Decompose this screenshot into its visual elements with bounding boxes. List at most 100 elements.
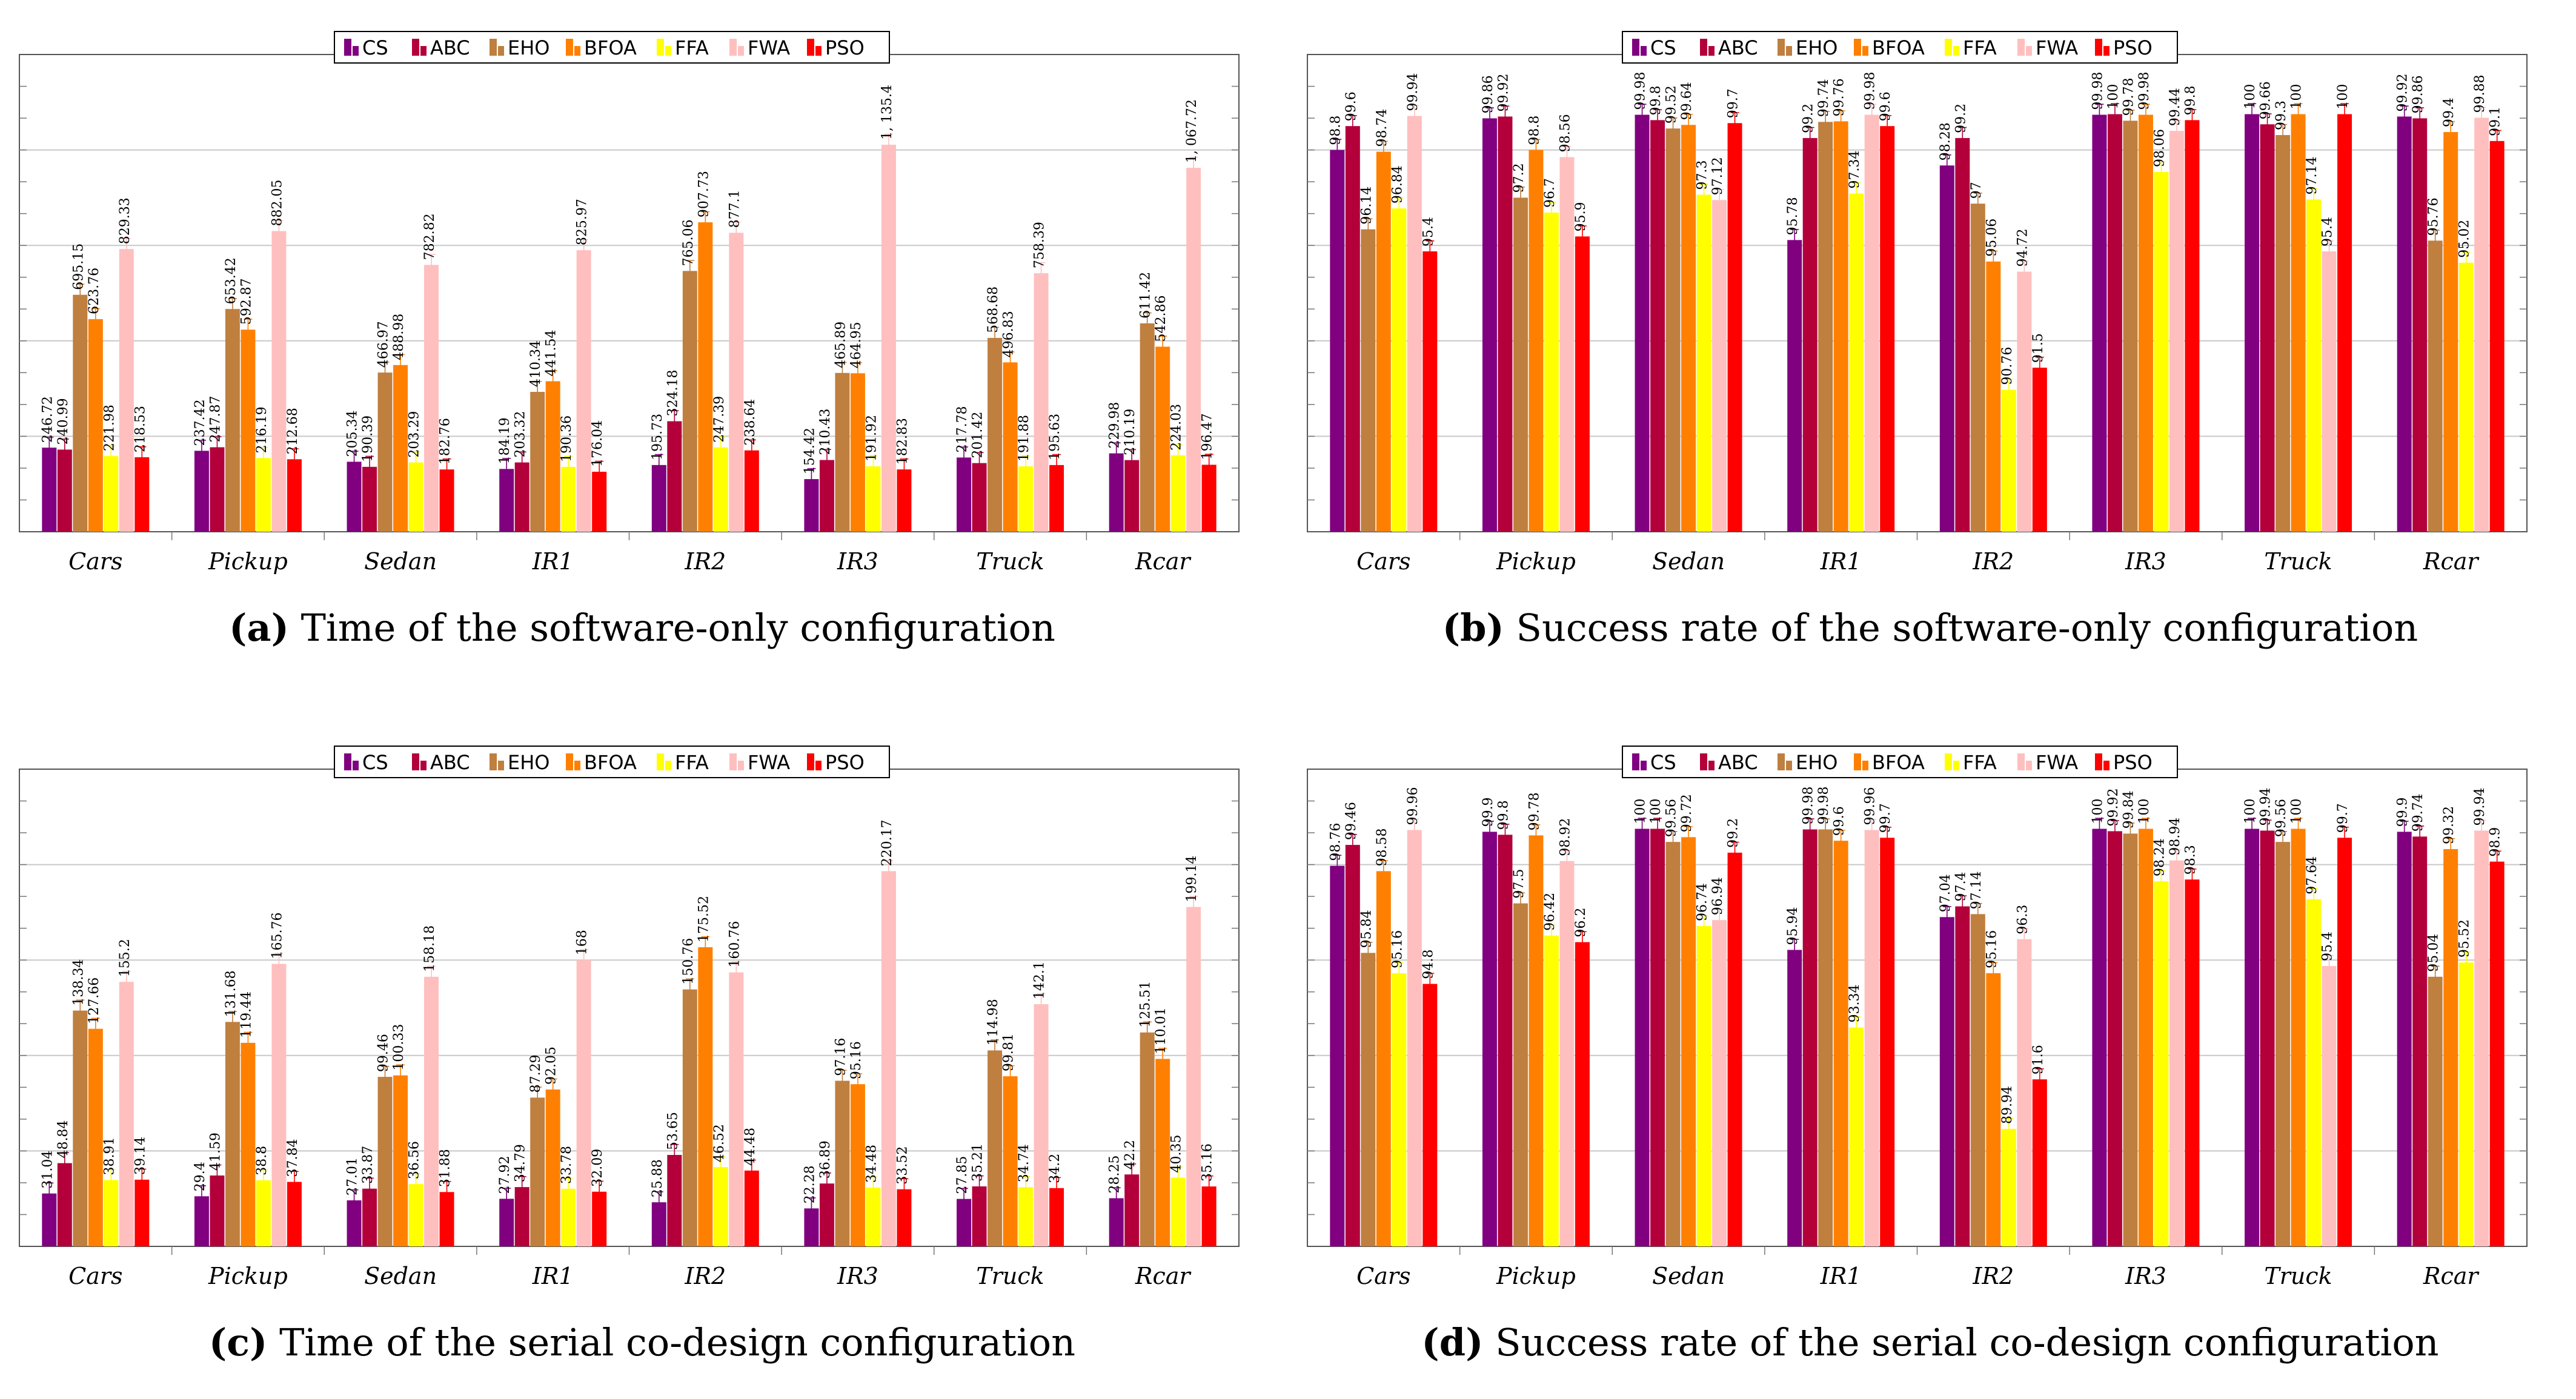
data-label: 95.76 [2426,197,2442,236]
data-label: 217.78 [955,406,970,452]
bar-CS-IR3 [2092,828,2107,1246]
category-label: IR1 [1820,548,1862,575]
legend-swatch-small [2103,761,2110,770]
data-label: 33.78 [559,1146,574,1184]
category-label: Pickup [1496,1263,1576,1289]
legend-label-FFA: FFA [1963,751,1997,774]
bar-EHO-Pickup [225,1022,240,1246]
data-label: 99.52 [1664,85,1679,124]
category-label: Rcar [2423,1263,2480,1289]
bar-FWA-Truck [1034,1004,1049,1246]
data-label: 191.92 [864,415,879,461]
bar-CS-Truck [957,457,972,532]
data-label: 98.76 [1328,823,1343,861]
bar-EHO-IR3 [2123,121,2138,532]
legend-swatch-BFOA [566,753,573,770]
data-label: 324.18 [665,370,680,417]
category-label: IR2 [1972,1263,2014,1289]
legend-box [1622,746,2178,778]
caption-b-letter: (b) [1442,606,1504,650]
category-label: Pickup [1496,548,1576,575]
legend-swatch-small [738,46,744,56]
legend-swatch-CS [344,39,351,56]
data-label: 95.06 [1984,219,1999,257]
bar-ABC-IR1 [1802,829,1817,1246]
data-label: 154.42 [802,428,817,474]
data-label: 99.64 [1679,82,1695,120]
data-label: 99.8 [2183,85,2198,115]
bar-FWA-IR2 [729,233,744,532]
data-label: 229.98 [1107,402,1123,449]
bar-PSO-Sedan [1727,852,1742,1246]
data-label: 29.4 [193,1162,208,1191]
data-label: 99.98 [1863,72,1878,110]
data-label: 99.94 [2259,787,2274,825]
data-label: 27.01 [345,1157,360,1196]
bar-PSO-Rcar [2489,861,2505,1246]
data-label: 160.76 [727,921,742,968]
bar-FFA-IR3 [2154,172,2169,532]
data-label: 568.68 [986,286,1001,333]
data-label: 97.5 [1512,869,1527,899]
data-label: 97.16 [833,1038,848,1076]
bar-BFOA-IR1 [1833,841,1848,1246]
bar-ABC-IR2 [667,1155,682,1246]
data-label: 100.33 [391,1024,407,1071]
data-label: 92.05 [544,1047,559,1085]
category-label: Truck [2264,1263,2332,1289]
category-label: Pickup [208,1263,288,1289]
data-label: 96.84 [1390,165,1405,203]
bar-FWA-IR1 [1864,114,1879,532]
data-label: 877.1 [727,190,742,228]
legend-label-CS: CS [1650,36,1676,59]
data-label: 98.74 [1375,109,1390,147]
bar-CS-Cars [42,448,57,532]
legend-swatch-ABC [1700,39,1707,56]
data-label: 39.14 [133,1137,148,1175]
caption-a-text: Time of the software-only configuration [300,606,1055,650]
data-label: 97 [1969,182,1984,199]
bar-EHO-IR3 [835,1080,850,1246]
legend-label-BFOA: BFOA [584,751,637,774]
bar-FWA-Pickup [1559,157,1575,532]
data-label: 96.14 [1359,187,1374,225]
legend-swatch-FFA [1945,753,1952,770]
data-label: 410.34 [528,340,543,387]
data-label: 99.92 [1496,73,1511,111]
bar-ABC-Truck [972,463,987,532]
bar-PSO-Sedan [1727,123,1742,532]
data-label: 99.2 [1726,818,1741,848]
data-label: 99.86 [2411,75,2426,113]
legend-swatch-FWA [729,753,737,770]
bar-FWA-Pickup [1559,861,1575,1246]
legend-label-EHO: EHO [1796,751,1837,774]
bar-BFOA-IR2 [1986,261,2001,532]
bar-ABC-Rcar [1124,1174,1140,1246]
data-label: 464.95 [849,322,864,368]
data-label: 131.68 [224,970,239,1017]
category-label: Rcar [1135,1263,1192,1289]
data-label: 114.98 [986,999,1001,1045]
bar-ABC-Pickup [1498,835,1513,1246]
data-label: 99.78 [1527,792,1542,830]
data-label: 99.8 [1496,800,1511,830]
legend-swatch-small [1641,46,1647,56]
legend-swatch-BFOA [1854,753,1861,770]
bar-FFA-IR2 [713,1167,728,1246]
data-label: 99.7 [1726,88,1741,118]
bar-FFA-Pickup [256,1180,271,1246]
category-label: IR1 [1820,1263,1862,1289]
data-label: 125.51 [1138,981,1154,1028]
data-label: 100 [2137,799,2152,824]
data-label: 53.65 [665,1112,680,1150]
bar-ABC-Cars [57,449,72,532]
legend-box [334,31,890,64]
data-label: 221.98 [102,405,117,451]
legend-label-FWA: FWA [748,36,790,59]
legend-swatch-small [1862,761,1868,770]
bar-BFOA-Rcar [2443,132,2458,532]
chart-a-svg: 246.72 237.42 205.34 184.19 195.73 154.42 217.… [19,31,1240,575]
bar-EHO-Cars [1361,953,1376,1246]
bar-CS-Pickup [1482,118,1497,532]
legend-swatch-small [815,46,822,56]
